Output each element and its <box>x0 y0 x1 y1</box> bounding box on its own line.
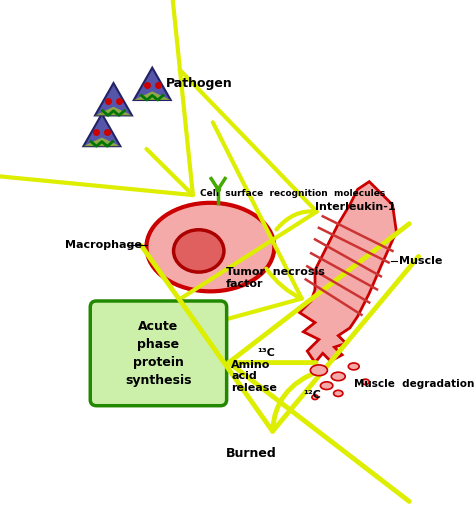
Polygon shape <box>95 107 132 115</box>
Text: Muscle  degradation: Muscle degradation <box>354 379 474 389</box>
Ellipse shape <box>173 230 224 272</box>
Text: Tumor  necrosis
factor: Tumor necrosis factor <box>226 267 325 289</box>
Polygon shape <box>95 83 132 115</box>
Ellipse shape <box>348 363 359 370</box>
Ellipse shape <box>362 379 369 385</box>
Text: Interleukin-1: Interleukin-1 <box>315 202 396 212</box>
Text: Acute
phase
protein
synthesis: Acute phase protein synthesis <box>125 320 191 387</box>
Ellipse shape <box>320 382 333 390</box>
Polygon shape <box>134 91 171 100</box>
Text: ¹²C: ¹²C <box>303 390 321 400</box>
Ellipse shape <box>312 395 318 400</box>
Polygon shape <box>300 182 396 363</box>
FancyBboxPatch shape <box>90 301 227 406</box>
Text: Amino
acid
release: Amino acid release <box>231 360 277 393</box>
Ellipse shape <box>146 203 274 291</box>
Ellipse shape <box>331 372 345 380</box>
Text: Macrophage: Macrophage <box>65 240 142 250</box>
Polygon shape <box>83 114 120 146</box>
Polygon shape <box>83 138 120 146</box>
Text: Pathogen: Pathogen <box>166 77 233 90</box>
Text: Muscle: Muscle <box>399 256 442 266</box>
Polygon shape <box>134 67 171 100</box>
Text: Cell  surface  recognition  molecules: Cell surface recognition molecules <box>201 189 385 198</box>
Ellipse shape <box>216 187 220 192</box>
Text: Burned: Burned <box>226 447 277 460</box>
Ellipse shape <box>334 390 343 397</box>
Ellipse shape <box>310 365 328 376</box>
Text: ¹³C: ¹³C <box>257 348 275 358</box>
